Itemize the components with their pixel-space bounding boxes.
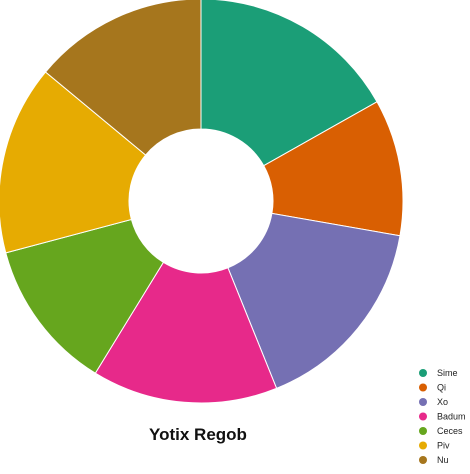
legend-label-piv: Piv [437,441,450,451]
legend-label-qi: Qi [437,383,446,393]
legend-label-xo: Xo [437,397,448,407]
legend-item-sime: Sime [419,368,458,378]
legend-marker-badum [419,412,427,421]
legend-marker-qi [419,383,427,392]
legend-item-nu: Nu [419,455,449,465]
chart-title: Yotix Regob [149,425,247,444]
legend-label-sime: Sime [437,368,458,378]
legend-label-nu: Nu [437,455,449,465]
legend-marker-sime [419,369,427,377]
slice-badum [94,261,278,404]
slice-ceces [5,218,165,374]
slice-xo [227,212,401,389]
legend-marker-piv [419,441,427,450]
legend-item-qi: Qi [419,383,446,393]
legend-label-ceces: Ceces [437,426,463,436]
legend-marker-ceces [419,427,427,435]
slice-piv [0,71,147,254]
slice-qi [263,101,404,237]
legend-item-xo: Xo [419,397,448,407]
legend-item-piv: Piv [419,441,450,451]
legend-item-badum: Badum [419,412,466,422]
slice-sime [200,0,378,167]
donut-slices [0,0,404,404]
legend-item-ceces: Ceces [419,426,463,436]
legend-marker-nu [419,456,427,464]
legend-marker-xo [419,398,427,406]
slice-nu [44,0,202,156]
legend: Sime Qi Xo Badum Ceces Piv Nu [419,368,466,465]
legend-label-badum: Badum [437,412,466,422]
